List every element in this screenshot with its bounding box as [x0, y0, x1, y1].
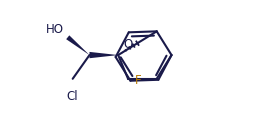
Text: HO: HO: [46, 23, 64, 36]
Polygon shape: [66, 35, 89, 55]
Text: F: F: [134, 74, 141, 87]
Text: Cl: Cl: [66, 90, 78, 103]
Polygon shape: [89, 52, 118, 58]
Text: O: O: [123, 38, 133, 51]
